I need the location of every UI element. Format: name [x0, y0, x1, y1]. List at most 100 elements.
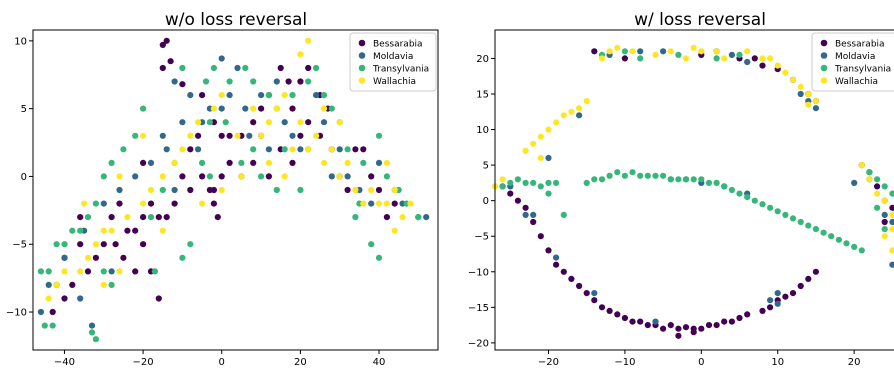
point-transylvania: [250, 78, 257, 85]
point-wallachia: [305, 37, 312, 44]
point-transylvania: [835, 236, 843, 243]
point-wallachia: [199, 200, 206, 207]
point-wallachia: [84, 254, 92, 261]
point-wallachia: [713, 48, 720, 55]
x-tick-label: 0: [698, 357, 704, 368]
point-moldavia: [218, 55, 225, 62]
point-wallachia: [238, 173, 245, 180]
point-bessarabia: [698, 325, 705, 332]
legend-label-wallachia: Wallachia: [373, 77, 416, 87]
point-transylvania: [37, 268, 45, 275]
y-tick-label: 5: [21, 104, 27, 115]
chart-with-loss-reversal: w/ loss reversal −20 −10 0 10 20 −20 −15 −10 −5…: [468, 10, 894, 368]
point-bessarabia: [759, 62, 766, 69]
point-transylvania: [289, 92, 296, 99]
point-wallachia: [100, 281, 107, 288]
point-moldavia: [881, 211, 888, 218]
legend-marker-transylvania: [820, 64, 828, 72]
point-transylvania: [250, 146, 257, 153]
point-moldavia: [273, 78, 280, 85]
point-moldavia: [195, 146, 202, 153]
point-bessarabia: [147, 200, 155, 207]
point-wallachia: [265, 119, 272, 126]
point-transylvania: [206, 119, 213, 126]
point-transylvania: [759, 201, 766, 208]
point-bessarabia: [759, 307, 766, 314]
point-bessarabia: [179, 81, 186, 88]
point-wallachia: [889, 211, 894, 218]
point-wallachia: [281, 92, 288, 99]
point-transylvania: [375, 254, 383, 261]
point-moldavia: [530, 211, 537, 218]
point-wallachia: [721, 55, 728, 62]
point-wallachia: [545, 126, 552, 133]
point-wallachia: [360, 200, 367, 207]
point-bessarabia: [108, 214, 115, 221]
point-wallachia: [383, 159, 390, 166]
point-transylvania: [782, 211, 789, 218]
point-moldavia: [179, 119, 186, 126]
point-transylvania: [242, 64, 249, 72]
point-transylvania: [273, 186, 280, 194]
points-layer: [491, 44, 894, 339]
point-transylvania: [202, 78, 210, 85]
point-bessarabia: [637, 318, 644, 325]
x-tick-label: 20: [848, 357, 861, 368]
point-transylvania: [614, 169, 621, 176]
point-bessarabia: [629, 318, 636, 325]
point-moldavia: [660, 48, 667, 55]
point-bessarabia: [545, 247, 552, 254]
point-transylvania: [206, 173, 213, 180]
point-transylvania: [874, 204, 881, 211]
y-tick-label: −5: [474, 232, 489, 243]
point-bessarabia: [789, 290, 797, 297]
point-bessarabia: [728, 318, 736, 325]
point-wallachia: [140, 132, 147, 139]
point-moldavia: [320, 119, 328, 126]
point-transylvania: [667, 176, 674, 183]
legend-label-bessarabia: Bessarabia: [835, 39, 885, 49]
point-bessarabia: [537, 233, 544, 240]
point-bessarabia: [77, 241, 84, 248]
point-wallachia: [759, 55, 766, 62]
point-moldavia: [281, 119, 288, 126]
point-bessarabia: [391, 200, 398, 207]
point-transylvania: [187, 241, 194, 248]
point-transylvania: [344, 146, 351, 153]
point-bessarabia: [344, 186, 351, 194]
point-bessarabia: [92, 254, 99, 261]
point-wallachia: [383, 200, 390, 207]
point-bessarabia: [660, 325, 667, 332]
point-transylvania: [744, 194, 751, 201]
point-wallachia: [265, 159, 272, 166]
point-transylvania: [258, 173, 265, 180]
point-bessarabia: [812, 268, 820, 275]
legend-marker-transylvania: [358, 64, 366, 72]
point-transylvania: [92, 336, 99, 343]
point-wallachia: [606, 48, 613, 55]
chart-without-loss-reversal: w/o loss reversal −40 −20 0 20 40 −10−50510 …: [6, 10, 439, 368]
legend-label-wallachia: Wallachia: [835, 77, 878, 87]
point-bessarabia: [226, 132, 233, 139]
point-wallachia: [195, 119, 202, 126]
point-wallachia: [352, 186, 359, 194]
point-wallachia: [614, 44, 621, 51]
x-tick-label: −20: [538, 357, 559, 368]
point-transylvania: [774, 208, 781, 215]
point-wallachia: [328, 146, 335, 153]
chart-title: w/ loss reversal: [634, 10, 766, 30]
point-moldavia: [159, 132, 166, 139]
point-bessarabia: [583, 290, 590, 297]
point-bessarabia: [352, 146, 359, 153]
point-bessarabia: [218, 132, 225, 139]
point-transylvania: [858, 247, 865, 254]
point-moldavia: [289, 132, 296, 139]
y-tick-label: −10: [468, 267, 489, 278]
point-moldavia: [37, 308, 45, 316]
point-transylvania: [675, 51, 682, 59]
point-wallachia: [344, 159, 351, 166]
point-bessarabia: [199, 92, 206, 99]
point-bessarabia: [159, 41, 166, 49]
point-bessarabia: [171, 200, 178, 207]
y-tick-label: 0: [483, 196, 489, 207]
